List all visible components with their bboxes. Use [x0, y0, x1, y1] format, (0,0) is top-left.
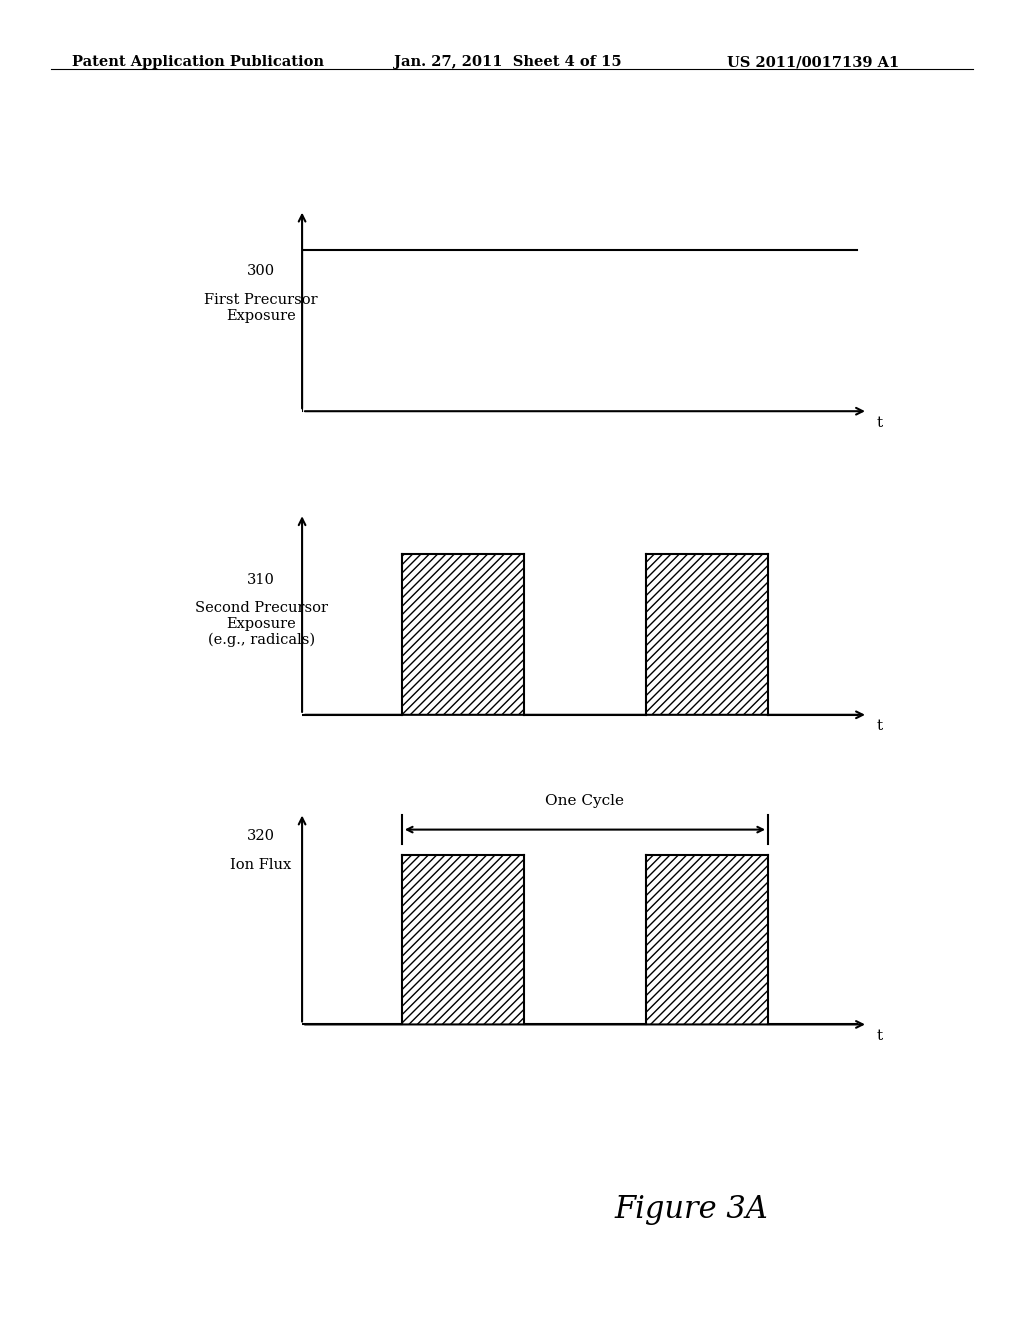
- Text: t: t: [877, 1030, 883, 1043]
- Text: t: t: [877, 416, 883, 430]
- Text: One Cycle: One Cycle: [546, 795, 625, 808]
- Text: Patent Application Publication: Patent Application Publication: [72, 55, 324, 70]
- Text: First Precursor
Exposure: First Precursor Exposure: [205, 293, 317, 323]
- Text: Figure 3A: Figure 3A: [614, 1195, 768, 1225]
- Text: t: t: [877, 719, 883, 734]
- Bar: [646, 855, 768, 1024]
- Text: Second Precursor
Exposure
(e.g., radicals): Second Precursor Exposure (e.g., radical…: [195, 601, 328, 648]
- Text: 310: 310: [247, 573, 275, 587]
- Bar: [646, 553, 768, 715]
- Text: Jan. 27, 2011  Sheet 4 of 15: Jan. 27, 2011 Sheet 4 of 15: [394, 55, 622, 70]
- Text: US 2011/0017139 A1: US 2011/0017139 A1: [727, 55, 899, 70]
- Bar: [401, 553, 524, 715]
- Bar: [401, 855, 524, 1024]
- Text: Ion Flux: Ion Flux: [230, 858, 292, 873]
- Text: 320: 320: [247, 829, 275, 843]
- Text: 300: 300: [247, 264, 275, 279]
